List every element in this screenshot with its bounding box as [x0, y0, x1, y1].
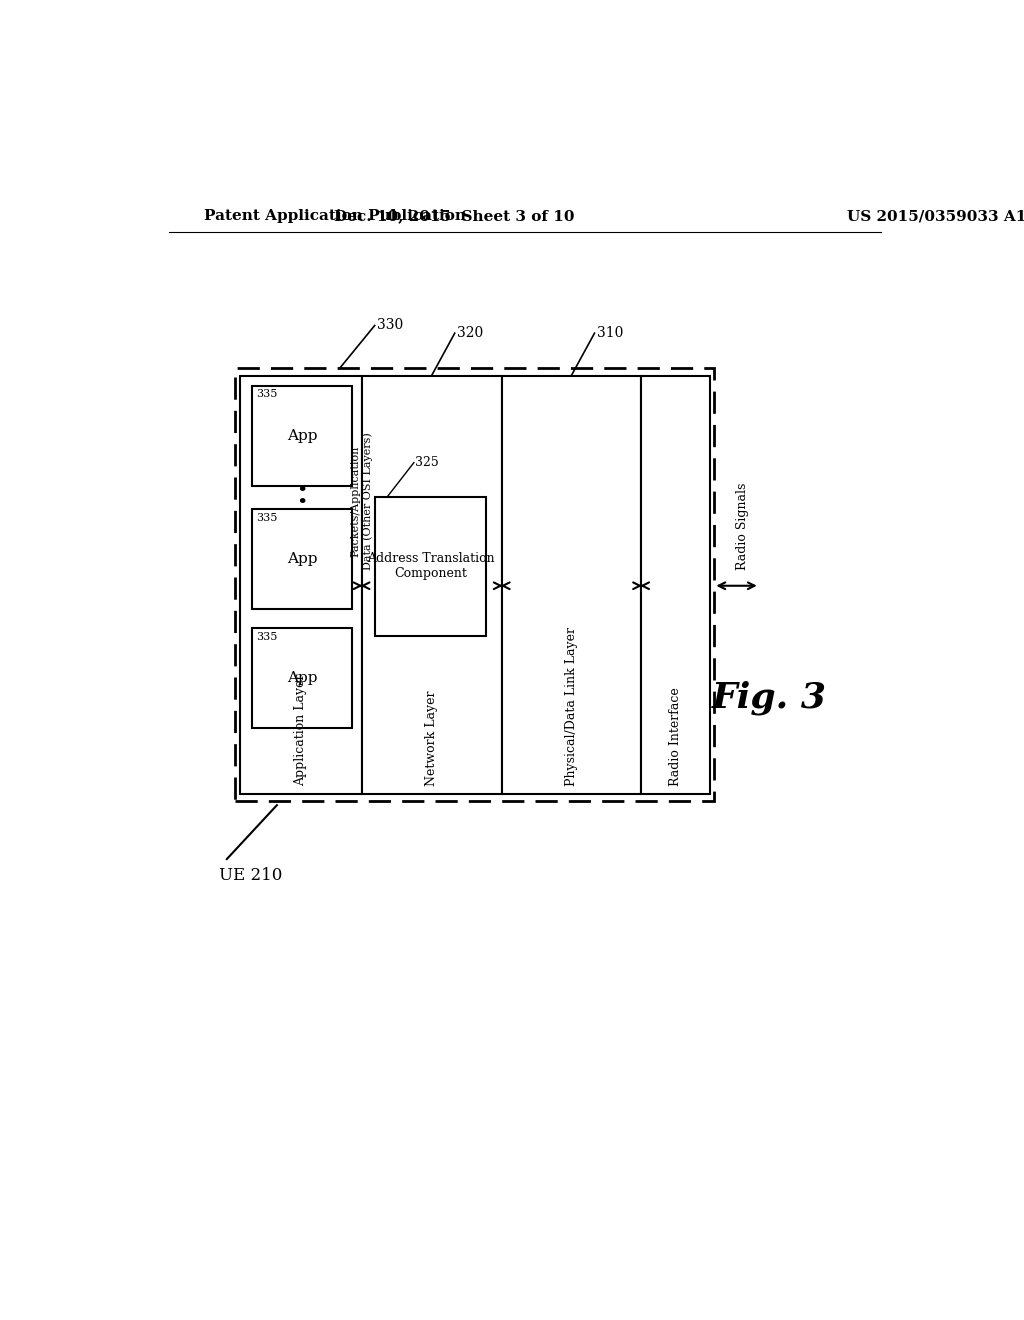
Text: 335: 335: [256, 512, 278, 523]
Text: Dec. 10, 2015  Sheet 3 of 10: Dec. 10, 2015 Sheet 3 of 10: [334, 209, 574, 223]
Text: 325: 325: [416, 455, 439, 469]
Text: 320: 320: [457, 326, 483, 341]
Text: App: App: [287, 552, 317, 566]
Text: Patent Application Publication: Patent Application Publication: [204, 209, 466, 223]
Text: Application Layer: Application Layer: [294, 673, 307, 785]
Text: Physical/Data Link Layer: Physical/Data Link Layer: [565, 627, 578, 785]
Text: Radio Interface: Radio Interface: [669, 688, 682, 785]
Text: Address Translation
Component: Address Translation Component: [367, 553, 495, 581]
Text: App: App: [287, 671, 317, 685]
Bar: [234, 368, 714, 801]
Text: Packets/Application
Data (Other OSI Layers): Packets/Application Data (Other OSI Laye…: [350, 433, 373, 570]
Bar: [641, 376, 710, 793]
Bar: [252, 385, 352, 486]
Bar: [240, 376, 361, 793]
Text: •: •: [297, 495, 308, 512]
Text: •: •: [297, 482, 308, 500]
Text: 330: 330: [377, 318, 403, 333]
Text: Fig. 3: Fig. 3: [712, 680, 827, 714]
Bar: [502, 376, 641, 793]
Text: UE 210: UE 210: [219, 867, 283, 884]
Bar: [252, 508, 352, 609]
Bar: [376, 498, 486, 636]
Text: Network Layer: Network Layer: [425, 690, 438, 785]
Text: 335: 335: [256, 632, 278, 642]
Text: App: App: [287, 429, 317, 442]
Text: 335: 335: [256, 389, 278, 400]
Bar: [361, 376, 502, 793]
Text: Radio Signals: Radio Signals: [736, 483, 749, 570]
Bar: [252, 628, 352, 729]
Text: US 2015/0359033 A1: US 2015/0359033 A1: [847, 209, 1024, 223]
Text: 310: 310: [597, 326, 624, 341]
